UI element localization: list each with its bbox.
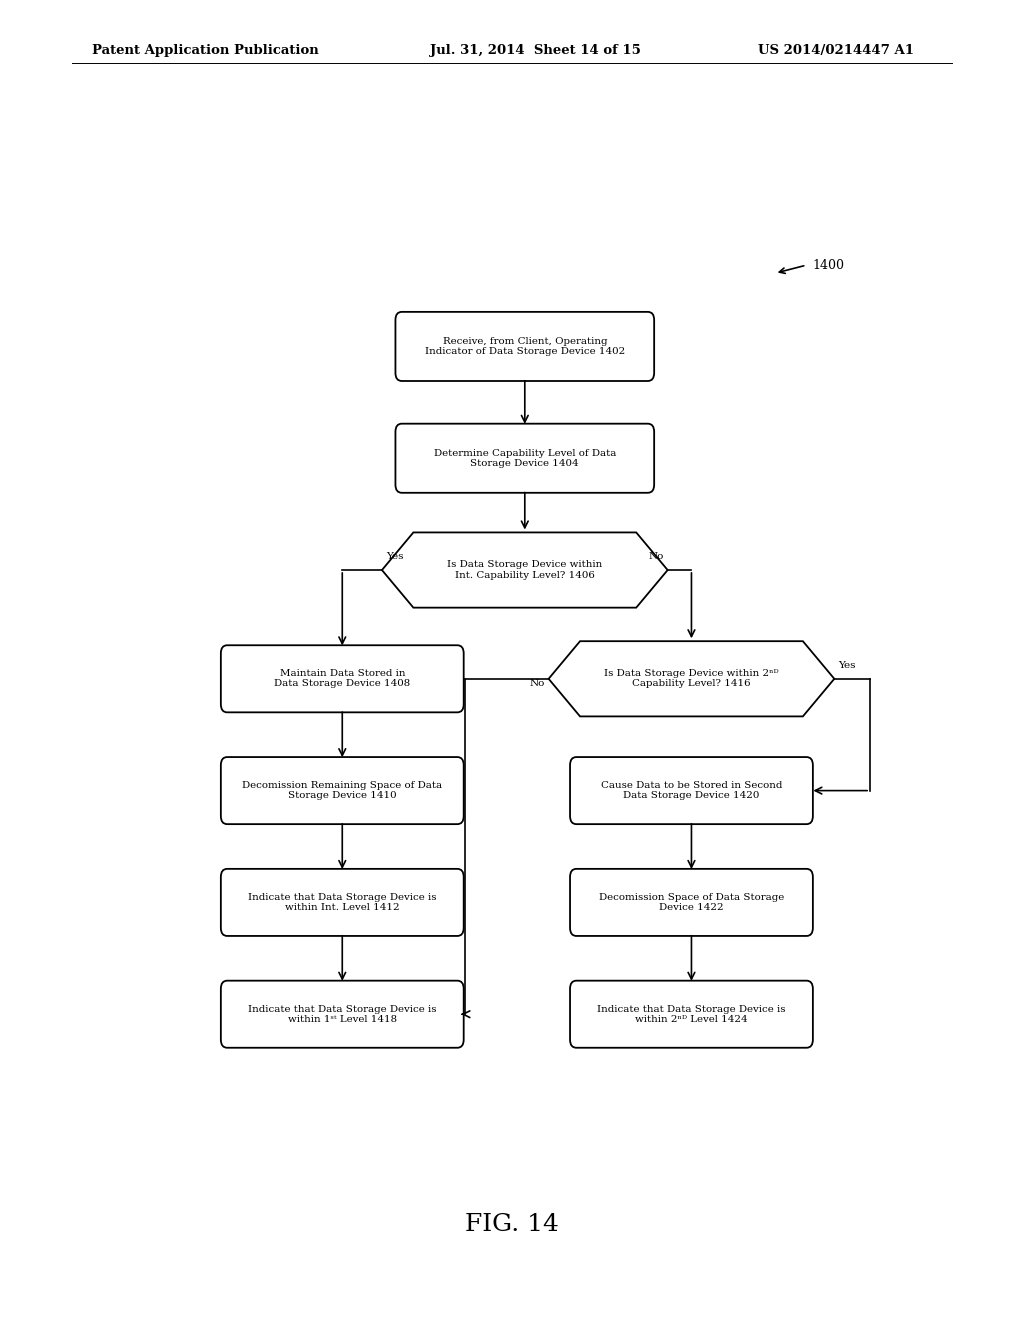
Text: FIG. 14: FIG. 14 <box>465 1213 559 1237</box>
Text: Is Data Storage Device within
Int. Capability Level? 1406: Is Data Storage Device within Int. Capab… <box>447 561 602 579</box>
FancyBboxPatch shape <box>570 758 813 824</box>
Text: Jul. 31, 2014  Sheet 14 of 15: Jul. 31, 2014 Sheet 14 of 15 <box>430 44 641 57</box>
Text: No: No <box>529 680 545 688</box>
FancyBboxPatch shape <box>570 869 813 936</box>
FancyBboxPatch shape <box>221 869 464 936</box>
Text: Is Data Storage Device within 2ⁿᴰ
Capability Level? 1416: Is Data Storage Device within 2ⁿᴰ Capabi… <box>604 669 779 689</box>
Text: Determine Capability Level of Data
Storage Device 1404: Determine Capability Level of Data Stora… <box>433 449 616 467</box>
FancyBboxPatch shape <box>221 981 464 1048</box>
Text: Maintain Data Stored in
Data Storage Device 1408: Maintain Data Stored in Data Storage Dev… <box>274 669 411 689</box>
Text: US 2014/0214447 A1: US 2014/0214447 A1 <box>758 44 913 57</box>
Text: Yes: Yes <box>386 552 403 561</box>
Polygon shape <box>549 642 835 717</box>
Text: 1400: 1400 <box>812 259 844 272</box>
FancyBboxPatch shape <box>221 758 464 824</box>
Text: Decomission Remaining Space of Data
Storage Device 1410: Decomission Remaining Space of Data Stor… <box>243 781 442 800</box>
FancyBboxPatch shape <box>395 424 654 492</box>
Text: Yes: Yes <box>839 661 856 671</box>
Text: Indicate that Data Storage Device is
within Int. Level 1412: Indicate that Data Storage Device is wit… <box>248 892 436 912</box>
FancyBboxPatch shape <box>395 312 654 381</box>
Text: Patent Application Publication: Patent Application Publication <box>92 44 318 57</box>
FancyBboxPatch shape <box>221 645 464 713</box>
Text: Receive, from Client, Operating
Indicator of Data Storage Device 1402: Receive, from Client, Operating Indicato… <box>425 337 625 356</box>
Text: No: No <box>648 552 664 561</box>
FancyBboxPatch shape <box>570 981 813 1048</box>
Text: Indicate that Data Storage Device is
within 1ˢᵗ Level 1418: Indicate that Data Storage Device is wit… <box>248 1005 436 1024</box>
Text: Indicate that Data Storage Device is
within 2ⁿᴰ Level 1424: Indicate that Data Storage Device is wit… <box>597 1005 785 1024</box>
Text: Decomission Space of Data Storage
Device 1422: Decomission Space of Data Storage Device… <box>599 892 784 912</box>
Polygon shape <box>382 532 668 607</box>
Text: Cause Data to be Stored in Second
Data Storage Device 1420: Cause Data to be Stored in Second Data S… <box>601 781 782 800</box>
